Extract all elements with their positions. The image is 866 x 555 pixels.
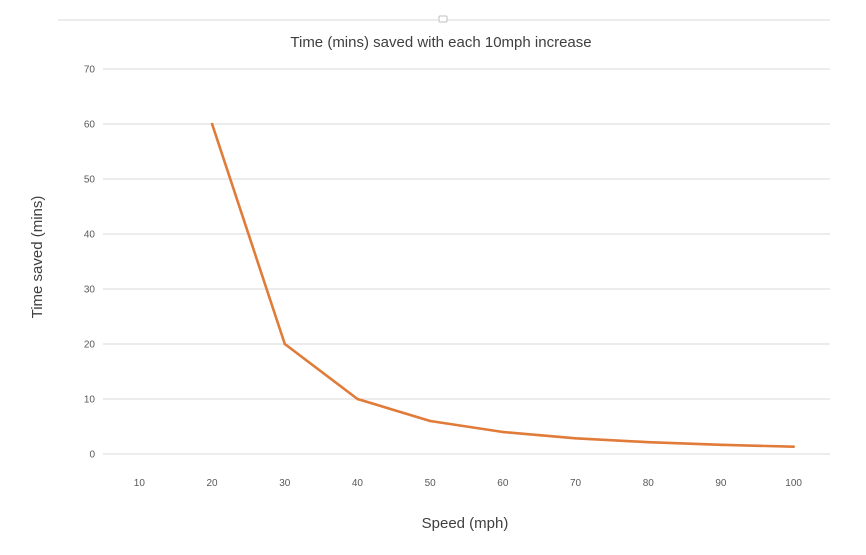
y-tick-label: 10 <box>84 395 96 406</box>
y-tick-label: 60 <box>84 120 96 131</box>
x-tick-label: 90 <box>715 478 727 489</box>
y-tick-label: 30 <box>84 285 96 296</box>
data-point <box>428 419 432 423</box>
y-tick-label: 40 <box>84 230 96 241</box>
data-point <box>574 436 577 440</box>
y-tick-label: 70 <box>84 65 96 76</box>
x-tick-label: 40 <box>352 478 364 489</box>
x-tick-label: 60 <box>497 478 509 489</box>
resize-handle[interactable] <box>438 15 448 23</box>
data-point <box>719 443 723 447</box>
y-tick-label: 20 <box>84 340 96 351</box>
data-point <box>283 342 287 346</box>
data-point <box>210 122 214 126</box>
data-point <box>646 440 650 444</box>
x-tick-label: 100 <box>785 478 802 489</box>
chart-title: Time (mins) saved with each 10mph increa… <box>290 34 591 51</box>
data-point <box>792 445 795 448</box>
y-axis-label: Time saved (mins) <box>29 196 46 319</box>
x-tick-label: 70 <box>570 478 582 489</box>
x-axis-label: Speed (mph) <box>422 515 509 532</box>
y-tick-label: 50 <box>84 175 96 186</box>
data-point <box>501 430 505 434</box>
data-point <box>356 397 359 401</box>
x-tick-label: 20 <box>206 478 218 489</box>
x-tick-label: 10 <box>134 478 146 489</box>
x-tick-label: 80 <box>643 478 655 489</box>
x-tick-label: 50 <box>425 478 437 489</box>
series-line <box>210 123 794 448</box>
x-tick-label: 30 <box>279 478 291 489</box>
y-tick-label: 0 <box>89 450 95 461</box>
